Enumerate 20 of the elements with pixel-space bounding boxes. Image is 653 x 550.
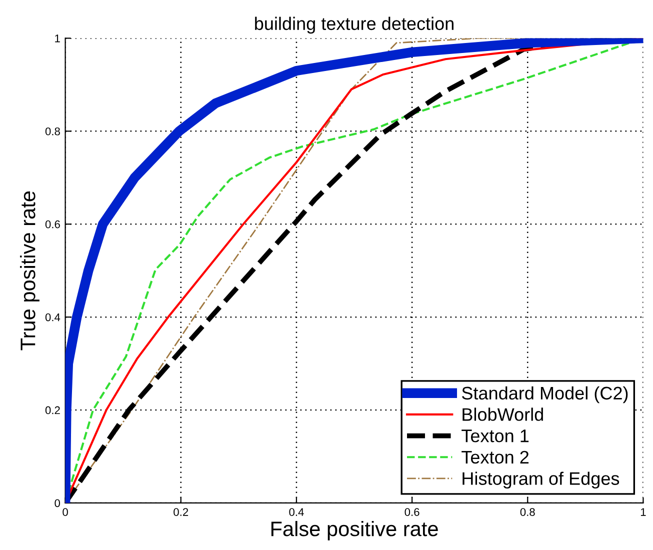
y-tick-label: 1 [55, 34, 60, 42]
legend-label: Texton 1 [462, 430, 529, 442]
y-tick-label: 0.6 [45, 220, 60, 228]
legend-label: BlobWorld [462, 408, 543, 421]
x-tick-label: 0.8 [520, 508, 535, 516]
y-tick-label: 0.2 [45, 406, 60, 414]
x-tick-label: 0.4 [289, 508, 304, 516]
x-axis-title: False positive rate [271, 520, 438, 540]
y-tick-label: 0 [54, 499, 60, 508]
y-axis-title: True positive rate [20, 191, 40, 350]
x-tick-label: 1 [640, 508, 646, 516]
legend-label: Histogram of Edges [462, 472, 620, 489]
x-tick-label: 0.6 [404, 508, 420, 516]
legend-label: Texton 2 [462, 450, 529, 464]
legend-label: Standard Model (C2) [462, 386, 628, 404]
y-tick-label: 0.8 [45, 127, 60, 136]
y-tick-label: 0.4 [45, 313, 60, 322]
x-tick-label: 0.2 [174, 508, 188, 516]
x-tick-label: 0 [62, 508, 68, 516]
chart-title: building texture detection [255, 16, 454, 34]
